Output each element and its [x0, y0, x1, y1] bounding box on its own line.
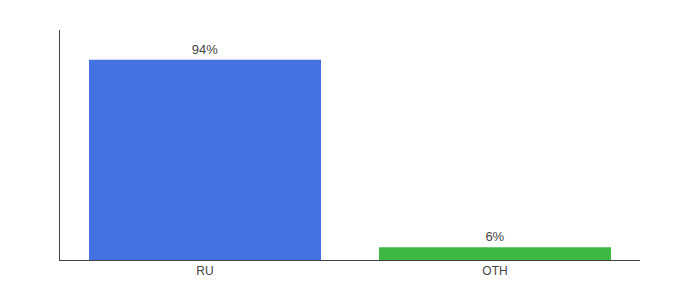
svg-text:94%: 94% — [192, 42, 218, 57]
svg-text:6%: 6% — [485, 229, 504, 244]
svg-text:RU: RU — [196, 264, 213, 278]
svg-text:OTH: OTH — [482, 264, 507, 278]
